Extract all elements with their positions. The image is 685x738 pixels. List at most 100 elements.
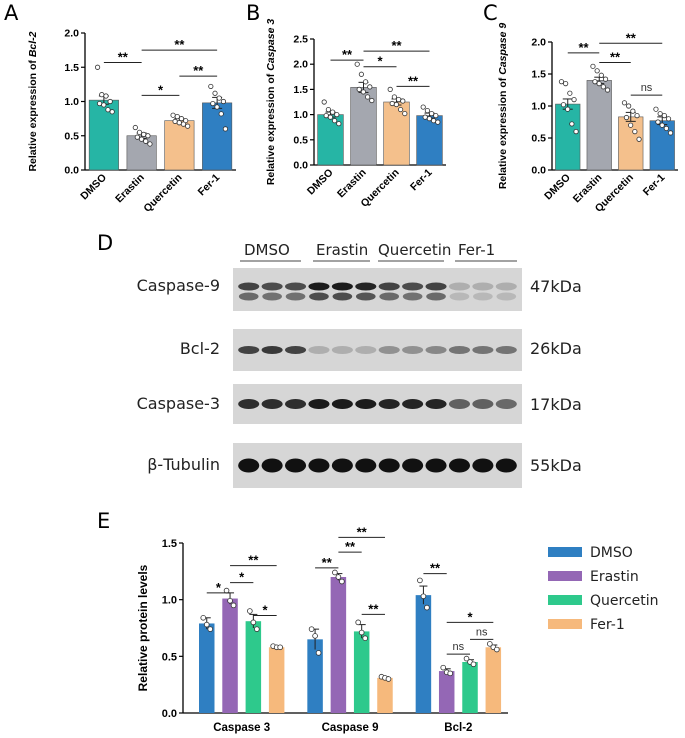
data-point <box>321 99 327 105</box>
blot-band <box>262 292 282 301</box>
wb-group-label: Erastin <box>316 241 368 259</box>
data-point <box>655 119 661 125</box>
blot-band <box>495 346 517 354</box>
blot-band <box>472 458 494 473</box>
blot-band <box>495 399 517 409</box>
data-point <box>107 98 113 105</box>
data-point <box>385 676 392 682</box>
data-point <box>141 131 147 137</box>
y-tick-label: 1.5 <box>162 538 177 550</box>
bar <box>268 647 285 713</box>
data-point <box>594 68 600 74</box>
wb-group-label: DMSO <box>244 241 290 259</box>
bar <box>485 647 502 713</box>
blot-band <box>425 282 447 291</box>
data-point <box>600 84 606 90</box>
y-tick-label: 0.0 <box>293 160 308 172</box>
significance-label: ** <box>193 63 204 78</box>
data-point <box>422 114 428 120</box>
data-point <box>447 670 454 677</box>
wb-kda-label: 55kDa <box>530 456 582 475</box>
y-tick-label: 2.0 <box>64 28 79 40</box>
significance-label: ** <box>430 561 441 576</box>
data-point <box>623 114 630 121</box>
y-tick-label: 0.5 <box>531 133 546 145</box>
y-tick-label: 1.0 <box>162 595 177 607</box>
data-point <box>354 61 360 67</box>
data-point <box>103 93 109 99</box>
data-point <box>358 629 365 636</box>
significance-label: * <box>467 609 473 624</box>
y-axis-label: Relative expression of Caspase 9 <box>497 23 509 190</box>
significance-label: ** <box>248 553 259 568</box>
y-tick-label: 1.5 <box>293 84 308 96</box>
blot-band <box>331 399 353 409</box>
bar <box>245 621 262 713</box>
legend-swatch <box>548 571 582 581</box>
bar <box>462 662 478 713</box>
y-tick-label: 1.5 <box>64 62 79 74</box>
chart-a: 0.0 0.5 1.0 1.5 2.0 Relative expression of Bc… <box>27 28 236 215</box>
wb-protein-label: β-Tubulin <box>147 455 220 474</box>
data-point <box>360 89 366 95</box>
blot-band <box>261 346 283 354</box>
significance-label: * <box>216 580 222 595</box>
x-category-label: DMSO <box>305 167 336 198</box>
blot-band <box>378 458 400 473</box>
blot-band <box>285 399 307 409</box>
significance-label: ** <box>610 49 621 64</box>
bar <box>199 623 215 713</box>
data-point <box>393 101 399 108</box>
blot-band <box>495 282 517 291</box>
data-point <box>96 100 103 107</box>
wb-kda-label: 47kDa <box>530 277 582 296</box>
blot-band <box>331 346 353 354</box>
data-point <box>136 129 143 135</box>
data-point <box>200 614 207 621</box>
y-axis-label-text: Relative expression of <box>497 75 509 189</box>
data-point <box>329 109 336 115</box>
y-tick-label: 0.5 <box>162 651 177 663</box>
data-point <box>138 136 145 142</box>
data-point <box>400 98 406 104</box>
blot-band <box>378 346 400 354</box>
x-category-label: Fer-1 <box>196 172 223 199</box>
data-point <box>105 107 111 113</box>
data-point <box>389 100 395 107</box>
blot-band <box>402 458 424 473</box>
blot-band <box>495 458 517 473</box>
data-point <box>99 92 105 98</box>
blot-band <box>238 346 260 354</box>
blot-band <box>238 399 260 409</box>
blot-band <box>261 458 283 473</box>
data-point <box>424 604 430 611</box>
y-axis-label-gene: Caspase 9 <box>497 23 509 75</box>
y-axis-label: Relative protein levels <box>136 564 150 691</box>
data-point <box>147 141 153 147</box>
blot-band <box>355 346 377 354</box>
data-point <box>203 621 210 628</box>
bar <box>618 116 644 171</box>
blot-band <box>261 282 283 291</box>
wb-protein-label: Bcl-2 <box>180 339 220 358</box>
x-group-label: Caspase 9 <box>322 722 379 734</box>
legend-label: Fer-1 <box>590 617 625 633</box>
data-point <box>312 633 318 639</box>
data-point <box>659 122 665 128</box>
data-point <box>571 97 577 103</box>
data-point <box>657 111 663 117</box>
data-point <box>598 72 604 78</box>
data-point <box>212 90 218 96</box>
blot-band <box>261 399 283 409</box>
x-category-label: Fer-1 <box>408 167 435 194</box>
significance-label: ** <box>342 47 353 62</box>
blot-band <box>402 292 423 301</box>
blot-band <box>285 458 307 473</box>
x-category-label: Erastin <box>113 172 147 206</box>
data-point <box>325 106 331 113</box>
significance-label: ** <box>118 49 129 64</box>
blot-band <box>355 282 377 291</box>
chart-b: 0.0 0.5 1.0 1.5 2.0 2.5 Relative expression of… <box>265 19 446 210</box>
data-point <box>327 114 333 120</box>
data-point <box>334 112 340 118</box>
